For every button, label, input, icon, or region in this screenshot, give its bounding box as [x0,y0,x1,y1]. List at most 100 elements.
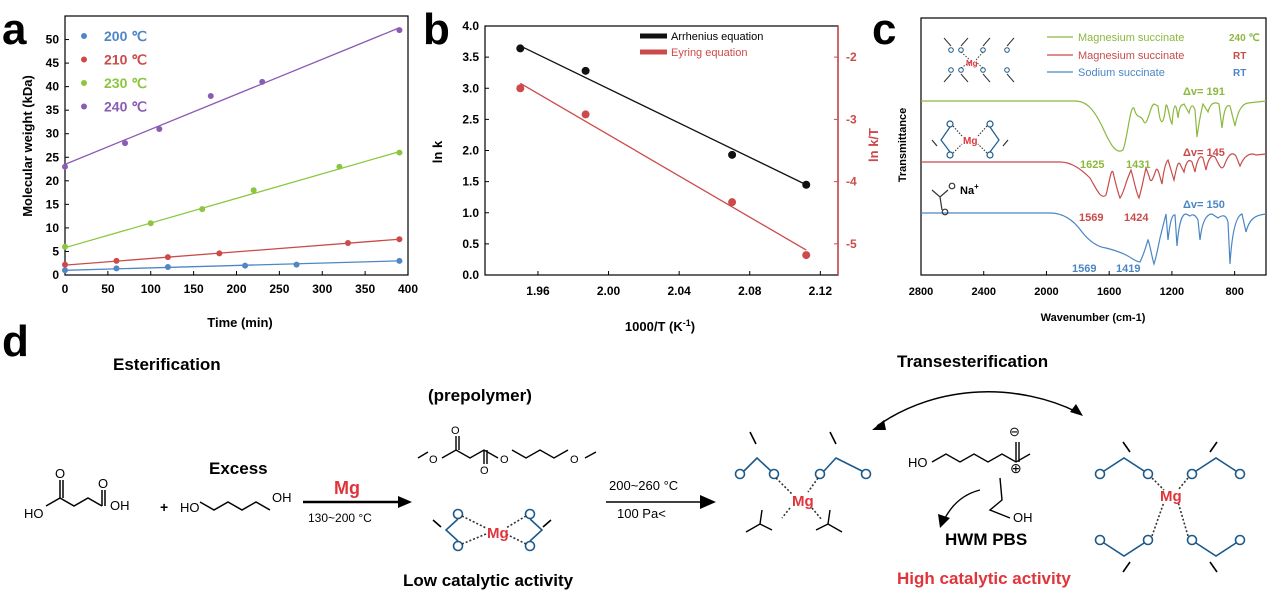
peak-label-1569-na: 1569 [1072,263,1096,275]
scheme-plus-sign: + [160,499,168,515]
a-ytick-label: 20 [46,174,60,188]
b-fit-line [519,82,807,251]
b-ytick-label: 0.5 [462,237,479,251]
complex-o-5 [1094,534,1106,546]
b-data-point [581,110,590,119]
b-data-point [516,84,525,93]
b-data-point [802,251,811,260]
panel-a-x-label: Time (min) [207,315,273,330]
sa-o-label-2: O [98,476,108,491]
a-xtick-label: 400 [398,282,418,296]
b-ytick-label: 1.0 [462,206,479,220]
a-data-point [259,78,266,85]
a-data-point [207,93,214,100]
a-data-point [396,257,403,264]
b-xtick-label: 2.00 [597,284,621,298]
b-ytick-label: 3.5 [462,50,479,64]
active-o-4 [860,468,872,480]
inset2-o-2 [946,151,954,159]
a-xtick-label: 300 [312,282,332,296]
panel-a-chart: a 0 5 10 15 20 25 30 35 40 45 50 0 50 100 150 200 250 30… [2,5,418,330]
b-right-ytick-label: -3 [846,112,857,126]
complex-o-8 [1234,534,1246,546]
inset-o-7 [980,67,986,73]
prepolymer-o-4: O [500,454,509,466]
scheme-low-activity-label: Low catalytic activity [403,571,574,590]
complex-tails [1122,441,1218,573]
b-data-point [728,150,737,159]
complex-o-6 [1142,534,1154,546]
complex-mg-label: Mg [1160,488,1182,505]
b-right-ytick-label: -2 [846,50,857,64]
a-ytick-label: 25 [46,150,60,164]
a-data-point [216,250,223,257]
a-xtick-label: 250 [269,282,289,296]
panel-b-right-y-label: ln k/T [866,128,881,162]
structure-inset-mg-rt [931,120,1009,159]
panel-c-legend: Magnesium succinate 240 ℃ Magnesium succ… [1047,32,1260,79]
sa-o-label-1: O [55,466,65,481]
panel-b-x-label: 1000/T (K-1) [625,318,695,334]
panel-c-x-ticks: 2800 2400 2000 1600 1200 800 [909,271,1244,298]
scheme-condition-2b: 100 Pa< [617,506,666,521]
dimer-o-4 [524,540,536,552]
delta-label-145: Δv= 145 [1183,147,1225,159]
butanediol-structure [199,501,271,511]
inset-na-sup: + [974,182,979,191]
panel-b-letter: b [423,5,450,54]
panel-c-letter: c [872,5,896,54]
inset-mg-label-1: Mg [966,59,978,68]
panel-d-letter: d [2,317,29,366]
a-data-point [164,254,171,261]
b-ytick-label: 3.0 [462,81,479,95]
c-xtick-label: 800 [1225,286,1243,298]
intermediate-minus: ⊖ [1009,424,1020,439]
a-xtick-label: 100 [141,282,161,296]
b-xtick-label: 1.96 [526,284,550,298]
active-o-1 [734,468,746,480]
b-ytick-label: 0.0 [462,268,479,282]
panel-a-legend: 200 ℃ 210 ℃ 230 ℃ 240 ℃ [81,28,147,115]
dimer-carboxylates [444,518,544,542]
b-data-point [516,44,525,53]
scheme-catalyst-label: Mg [334,478,360,498]
a-legend-label: 240 ℃ [104,99,147,115]
a-fit-line [64,238,400,266]
panel-d-scheme: d Esterification Transesterification (pr… [2,317,1246,590]
mg-high-activity-complex [1094,441,1246,573]
a-data-point [156,126,163,133]
delta-label-191: Δv= 191 [1183,86,1225,98]
a-ytick-label: 35 [46,103,60,117]
peak-label-1569-mg: 1569 [1079,212,1103,224]
active-carboxylates [743,456,863,472]
inset-na-label: Na+ [960,182,979,197]
scheme-arrow-2-head [700,495,716,509]
peak-label-1419: 1419 [1116,263,1140,275]
complex-o-4 [1234,468,1246,480]
intermediate-plus: ⊕ [1010,460,1022,476]
a-data-point [293,261,300,268]
dimer-mg-label: Mg [487,525,509,542]
c-xtick-label: 2400 [971,286,995,298]
b-xtick-label: 2.04 [667,284,691,298]
scheme-high-activity-label: High catalytic activity [897,569,1071,588]
delta-label-150: Δv= 150 [1183,199,1225,211]
panel-b-x-label-end: ) [691,319,695,334]
bdo-oh-label: OH [272,490,292,505]
a-data-point [113,265,120,272]
panel-c-y-label: Transmittance [897,108,909,183]
a-data-point [113,257,120,264]
panel-a-series [62,27,403,274]
a-data-point [147,220,154,227]
a-data-point [250,187,257,194]
inset-bonds-right [982,37,1015,83]
bdo-backbone [199,501,271,511]
panel-b-series [516,44,811,260]
acetate-ligands [745,509,843,533]
scheme-condition-1: 130~200 °C [308,511,372,525]
a-xtick-label: 150 [184,282,204,296]
a-ytick-label: 10 [46,221,60,235]
prepolymer-o-3: O [480,465,489,477]
inset-o-5 [980,47,986,53]
